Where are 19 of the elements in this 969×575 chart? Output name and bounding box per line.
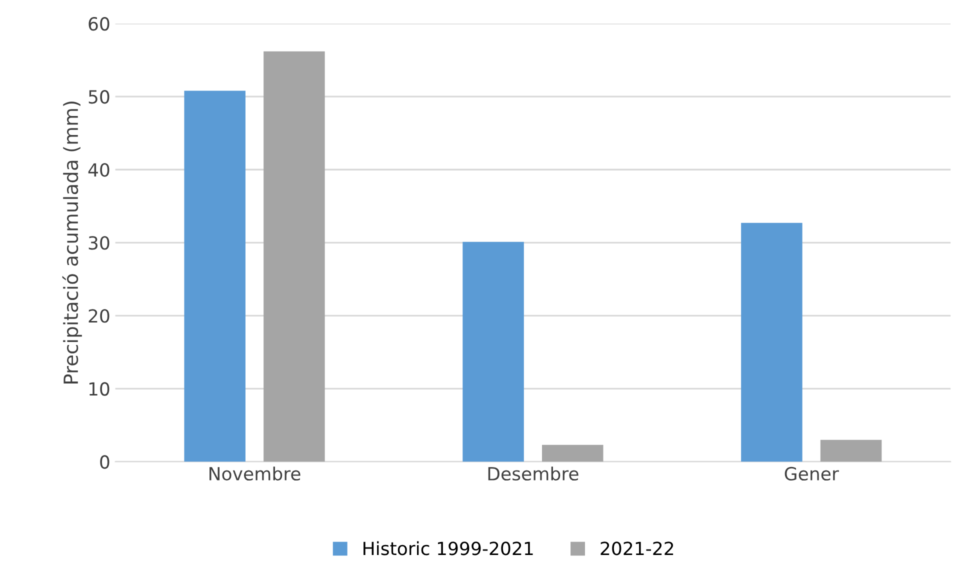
y-tick-label: 30: [88, 236, 110, 250]
y-tick-label: 0: [100, 455, 110, 469]
y-tick-label: 50: [88, 90, 110, 104]
y-tick-label: 10: [89, 382, 110, 396]
bar: [820, 440, 882, 462]
y-tick-label: 60: [88, 17, 110, 31]
legend-label: 2021-22: [600, 542, 674, 556]
x-tick-label: Gener: [784, 466, 839, 481]
bar: [741, 222, 802, 462]
x-tick-label: Desembre: [488, 466, 578, 481]
x-tick-label: Novembre: [210, 466, 300, 481]
y-axis-title: Precipitació acumulada (mm): [62, 102, 82, 384]
bar: [462, 242, 524, 462]
y-tick-label: 40: [88, 163, 110, 177]
legend-label: Historic 1999-2021: [364, 541, 533, 556]
bar: [184, 90, 246, 462]
bar: [264, 51, 325, 462]
y-tick-label: 20: [88, 309, 110, 323]
bar: [542, 444, 604, 462]
